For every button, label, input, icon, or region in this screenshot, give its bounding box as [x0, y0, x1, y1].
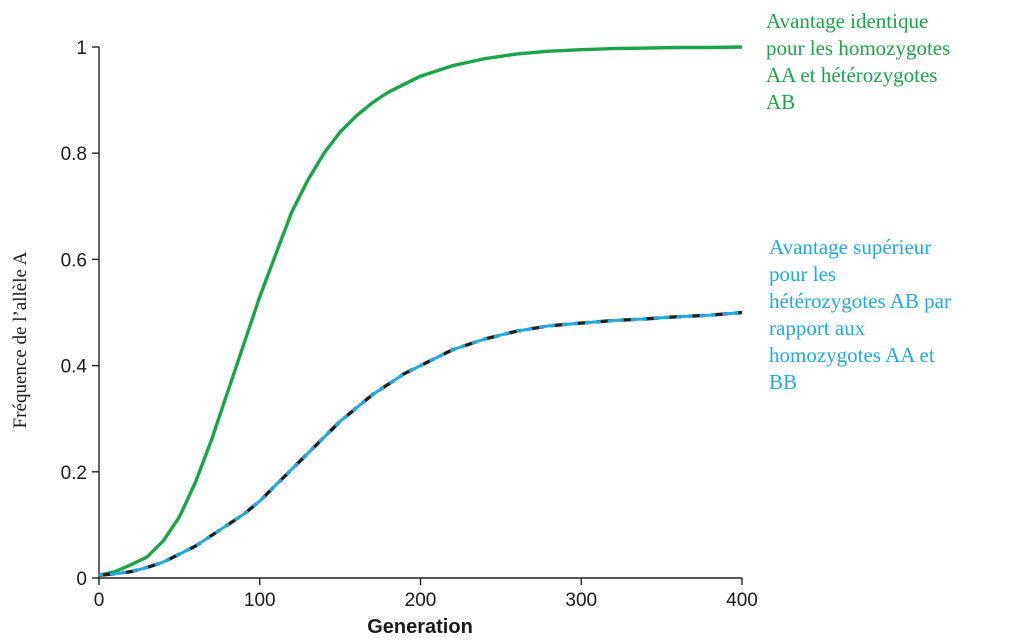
annotation-line: rapport aux [769, 316, 866, 340]
series-line-heterozygote-advantage-black [98, 310, 743, 577]
y-axis-label: Fréquence de l’allèle A [10, 251, 31, 428]
annotation-line: Avantage identique [766, 9, 929, 33]
annotation-line: AA et hétérozygotes [766, 63, 938, 87]
y-tick-label: 0.4 [61, 357, 88, 378]
y-tick-label: 1 [76, 38, 87, 59]
series-line-heterozygote-advantage-blue [98, 311, 743, 577]
annotation-heterozygote-advantage: Avantage supérieur pour les hétérozygotes … [769, 234, 1005, 396]
y-tick-label: 0.2 [61, 463, 87, 484]
x-tick-label: 100 [244, 590, 276, 611]
series-layer [98, 45, 743, 577]
annotation-line: Avantage supérieur [769, 235, 932, 259]
annotation-line: AB [766, 90, 796, 114]
annotation-line: pour les homozygotes [766, 36, 951, 60]
x-tick-label: 200 [405, 590, 437, 611]
axes [98, 47, 742, 579]
ticks-layer: 0 100 200 300 400 0 0.2 0.4 0.6 0.8 1 [61, 38, 758, 611]
annotation-line: BB [769, 370, 798, 394]
x-tick-label: 400 [726, 590, 758, 611]
annotation-line: hétérozygotes AB par [769, 289, 951, 313]
annotation-line: pour les [769, 262, 837, 286]
annotation-identical-advantage: Avantage identique pour les homozygotes AA… [766, 8, 1002, 116]
x-tick-label: 300 [565, 590, 597, 611]
y-tick-label: 0 [76, 569, 87, 590]
x-tick-label: 0 [94, 590, 105, 611]
y-tick-label: 0.6 [61, 250, 87, 271]
x-axis-label: Generation [367, 616, 473, 638]
y-tick-label: 0.8 [61, 144, 87, 165]
series-line-identical-advantage [98, 45, 743, 577]
annotation-line: homozygotes AA et [769, 343, 935, 367]
